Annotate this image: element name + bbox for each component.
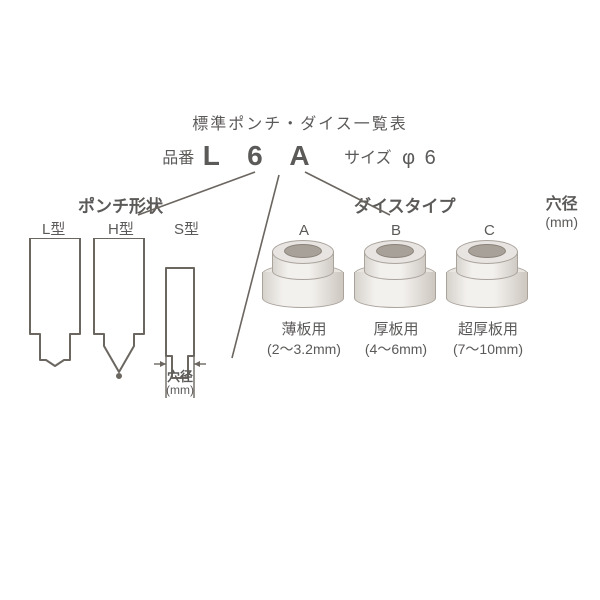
punch-drawings bbox=[26, 238, 216, 428]
die-caption-C: 超厚板用 (7～10mm) bbox=[442, 320, 534, 359]
diagram-stage: 標準ポンチ・ダイス一覧表 品番 L 6 A サイズ φ 6 ポンチ形状 ダイスタ… bbox=[0, 0, 600, 600]
hole-diameter-heading: 穴径 (mm) bbox=[545, 190, 578, 230]
die-label-C: C bbox=[484, 222, 495, 239]
die-B bbox=[354, 240, 436, 312]
hole-diameter-unit: (mm) bbox=[545, 214, 578, 230]
product-code: L 6 A bbox=[203, 140, 320, 171]
die-caption-B: 厚板用 (4～6mm) bbox=[350, 320, 442, 359]
hole-diameter-tag-unit: (mm) bbox=[162, 384, 198, 397]
die-section-label: ダイスタイプ bbox=[354, 192, 456, 217]
hole-diameter-tag: 穴径 (mm) bbox=[162, 370, 198, 397]
hinban-label: 品番 bbox=[162, 150, 194, 167]
die-caption-B-title: 厚板用 bbox=[350, 320, 442, 340]
title: 標準ポンチ・ダイス一覧表 bbox=[0, 110, 600, 134]
hole-diameter-tag-label: 穴径 bbox=[167, 369, 193, 384]
punch-label-H: H型 bbox=[108, 218, 134, 239]
die-caption-A-title: 薄板用 bbox=[258, 320, 350, 340]
hole-diameter-label: 穴径 bbox=[546, 196, 578, 213]
punch-label-S: S型 bbox=[174, 218, 199, 239]
product-code-row: 品番 L 6 A サイズ φ 6 bbox=[0, 140, 600, 172]
die-caption-C-range: (7～10mm) bbox=[442, 340, 534, 359]
die-A bbox=[262, 240, 344, 312]
die-caption-A-range: (2～3.2mm) bbox=[258, 340, 350, 359]
punch-section-label: ポンチ形状 bbox=[78, 192, 163, 217]
die-label-A: A bbox=[299, 222, 309, 239]
die-caption-B-range: (4～6mm) bbox=[350, 340, 442, 359]
size-value: φ 6 bbox=[402, 147, 438, 169]
die-caption-C-title: 超厚板用 bbox=[442, 320, 534, 340]
size-label: サイズ bbox=[344, 150, 392, 167]
die-C bbox=[446, 240, 528, 312]
punch-label-L: L型 bbox=[42, 218, 65, 239]
die-label-B: B bbox=[391, 222, 401, 239]
die-caption-A: 薄板用 (2～3.2mm) bbox=[258, 320, 350, 359]
